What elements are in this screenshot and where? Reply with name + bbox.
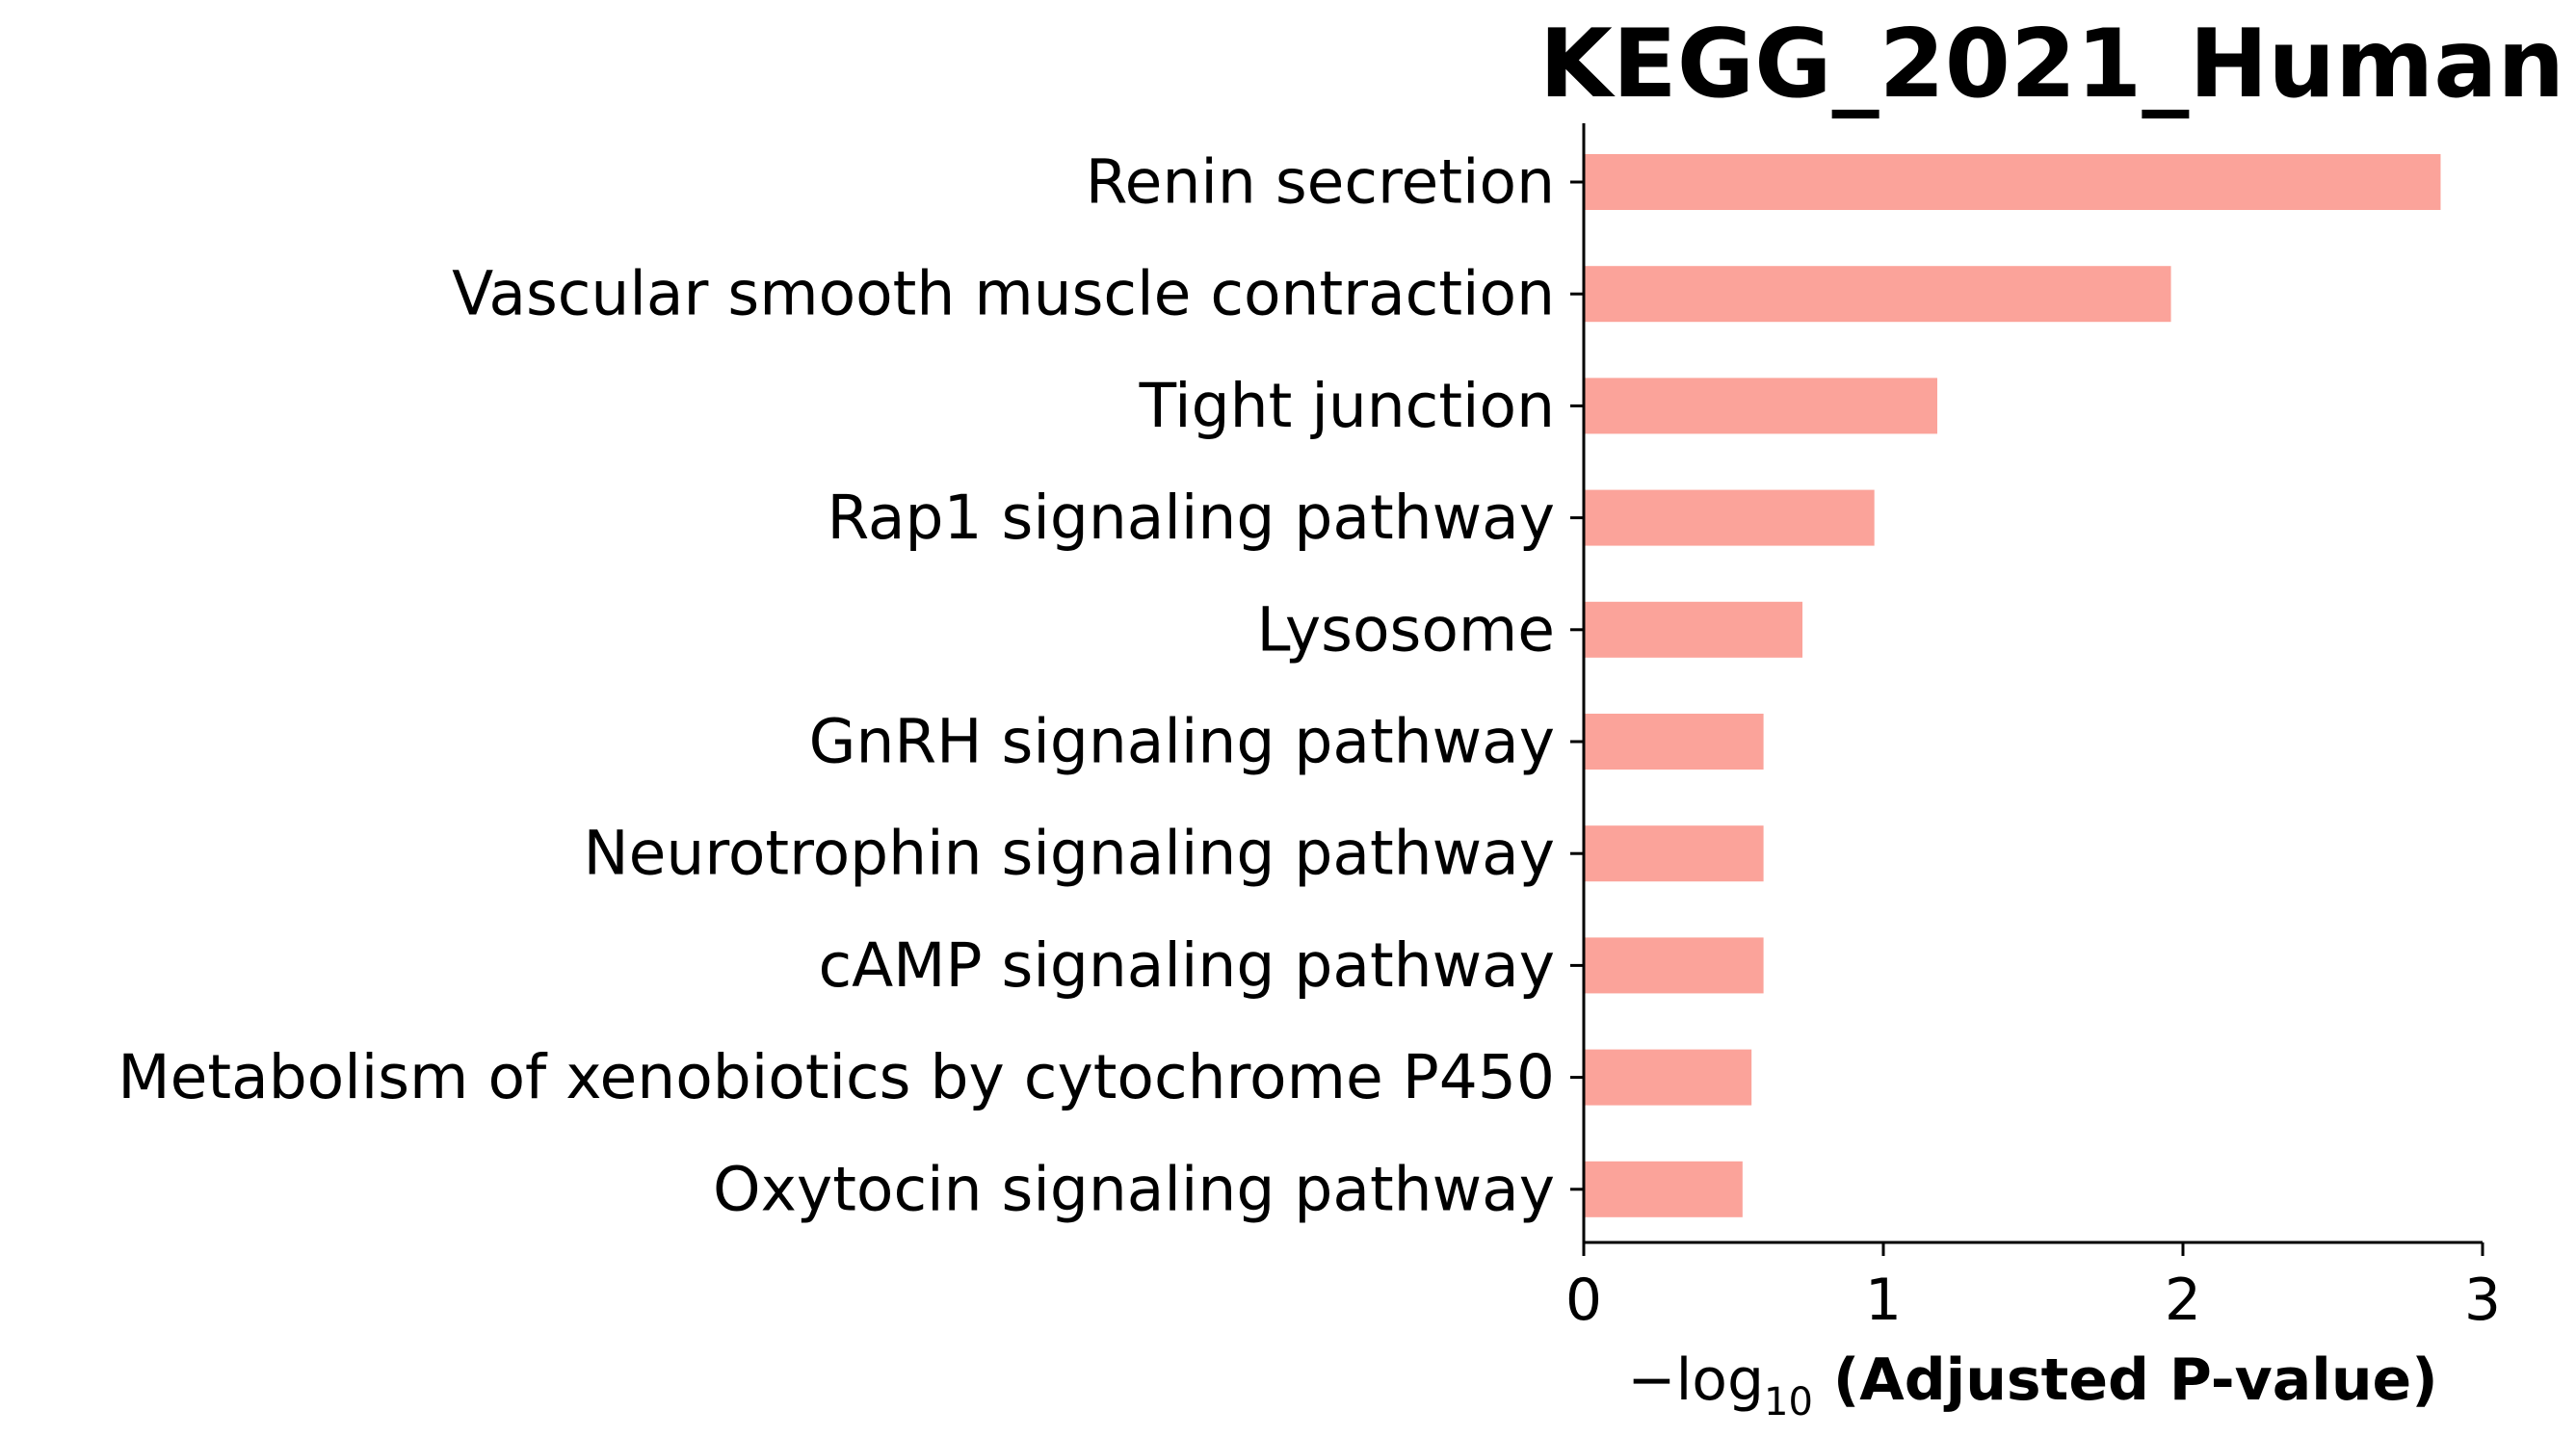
bar-6 [1584, 825, 1764, 882]
chart-title: KEGG_2021_Human [1539, 10, 2564, 119]
category-label-1: Vascular smooth muscle contraction [452, 259, 1555, 329]
bar-2 [1584, 378, 1937, 434]
bar-8 [1584, 1049, 1752, 1106]
category-labels-group: Renin secretion Vascular smooth muscle co… [118, 147, 1584, 1224]
category-label-8: Metabolism of xenobiotics by cytochrome … [118, 1042, 1555, 1112]
category-label-9: Oxytocin signaling pathway [713, 1154, 1555, 1224]
category-label-4: Lysosome [1257, 594, 1555, 665]
x-axis-label-suffix: (Adjusted P-value) [1813, 1346, 2438, 1414]
bar-7 [1584, 937, 1764, 994]
bar-9 [1584, 1161, 1743, 1217]
x-tick-label-3: 3 [2464, 1267, 2501, 1334]
x-axis-label: −log10 (Adjusted P-value) [1627, 1346, 2437, 1424]
bar-3 [1584, 489, 1875, 546]
category-label-6: Neurotrophin signaling pathway [584, 819, 1555, 889]
x-tick-label-1: 1 [1865, 1267, 1902, 1334]
bar-4 [1584, 601, 1803, 658]
category-label-0: Renin secretion [1086, 147, 1555, 218]
x-axis-label-prefix: −log [1627, 1346, 1764, 1414]
x-axis-label-subscript: 10 [1764, 1380, 1813, 1424]
bars-group [1584, 154, 2441, 1217]
category-label-2: Tight junction [1139, 371, 1555, 441]
category-label-5: GnRH signaling pathway [809, 707, 1555, 777]
x-tick-label-2: 2 [2165, 1267, 2201, 1334]
bar-5 [1584, 714, 1764, 770]
x-tick-label-0: 0 [1565, 1267, 1602, 1334]
category-label-3: Rap1 signaling pathway [827, 483, 1555, 553]
bar-1 [1584, 266, 2171, 323]
category-label-7: cAMP signaling pathway [818, 930, 1555, 1001]
bar-0 [1584, 154, 2441, 210]
x-ticks-group: 0 1 2 3 [1565, 1242, 2501, 1334]
